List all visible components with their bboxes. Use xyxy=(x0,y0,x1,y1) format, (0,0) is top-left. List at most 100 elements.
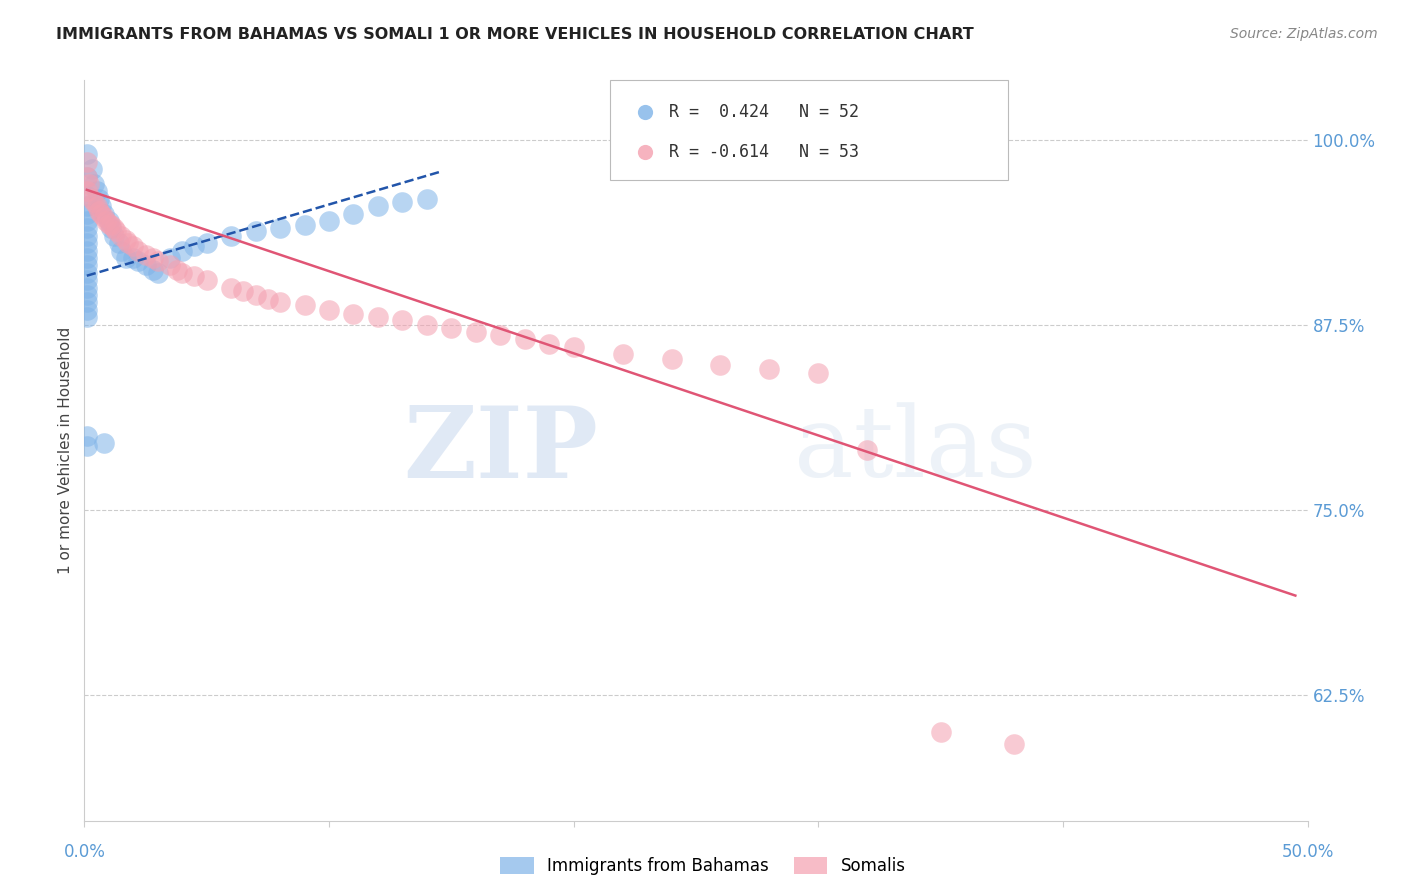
Point xyxy=(142,251,165,265)
Point xyxy=(87,192,110,206)
Point xyxy=(1194,196,1216,211)
Point xyxy=(97,214,120,228)
Point xyxy=(76,154,98,169)
Point xyxy=(76,221,98,235)
Point xyxy=(661,351,683,366)
Point xyxy=(76,169,98,184)
Point xyxy=(416,192,439,206)
Point xyxy=(807,367,830,381)
Point xyxy=(103,221,125,235)
Point xyxy=(97,217,120,231)
Point xyxy=(107,236,129,251)
Point xyxy=(146,266,169,280)
Point xyxy=(76,251,98,265)
Point xyxy=(122,239,145,253)
Point xyxy=(122,251,145,265)
Point xyxy=(77,177,100,191)
Point xyxy=(416,318,439,332)
Point xyxy=(318,302,340,317)
Point xyxy=(110,228,132,243)
Point xyxy=(294,298,316,312)
Y-axis label: 1 or more Vehicles in Household: 1 or more Vehicles in Household xyxy=(58,326,73,574)
Point xyxy=(367,199,389,213)
Point xyxy=(76,228,98,243)
Point xyxy=(80,192,103,206)
Text: R =  0.424   N = 52: R = 0.424 N = 52 xyxy=(669,103,859,121)
Point xyxy=(76,259,98,273)
Point xyxy=(489,328,512,343)
Point xyxy=(76,288,98,302)
Point xyxy=(86,185,108,199)
Point xyxy=(294,219,316,233)
Point xyxy=(219,280,242,294)
Point xyxy=(856,443,879,458)
Point xyxy=(93,436,115,450)
Text: R = -0.614   N = 53: R = -0.614 N = 53 xyxy=(669,143,859,161)
Point xyxy=(166,262,188,277)
Point xyxy=(105,224,128,238)
Point xyxy=(135,259,157,273)
Point xyxy=(76,169,98,184)
Text: ZIP: ZIP xyxy=(404,402,598,499)
Point xyxy=(269,295,291,310)
Point xyxy=(513,333,536,347)
Point xyxy=(76,199,98,213)
Point xyxy=(159,251,181,265)
Point xyxy=(929,724,952,739)
Point xyxy=(127,254,149,268)
Text: 0.0%: 0.0% xyxy=(63,843,105,861)
Point xyxy=(117,236,139,251)
Point xyxy=(612,347,634,361)
Point xyxy=(100,219,122,233)
Point xyxy=(115,233,138,247)
Point xyxy=(219,228,242,243)
Point xyxy=(1002,737,1025,751)
Point xyxy=(245,224,267,238)
Point xyxy=(127,244,149,258)
Point xyxy=(159,259,181,273)
Point xyxy=(83,177,105,191)
Point xyxy=(76,310,98,325)
Point xyxy=(232,284,254,298)
Point xyxy=(172,266,194,280)
Point xyxy=(342,307,364,321)
Point xyxy=(115,251,138,265)
Point xyxy=(562,340,585,354)
Point xyxy=(76,206,98,220)
Point xyxy=(318,214,340,228)
Point xyxy=(367,310,389,325)
Point xyxy=(758,362,780,376)
Point xyxy=(93,206,115,220)
Point xyxy=(440,320,463,334)
Point xyxy=(342,206,364,220)
Point xyxy=(76,236,98,251)
FancyBboxPatch shape xyxy=(610,80,1008,180)
Point xyxy=(135,248,157,262)
Point xyxy=(87,203,110,218)
Text: Source: ZipAtlas.com: Source: ZipAtlas.com xyxy=(1230,27,1378,41)
Point xyxy=(76,185,98,199)
Point xyxy=(76,147,98,161)
Point xyxy=(76,295,98,310)
Point xyxy=(391,313,413,327)
Point xyxy=(1194,276,1216,290)
Point xyxy=(76,280,98,294)
Point xyxy=(76,302,98,317)
Point xyxy=(76,188,98,202)
Point xyxy=(709,358,731,372)
Point xyxy=(76,428,98,442)
Point xyxy=(195,273,218,287)
Point xyxy=(110,244,132,258)
Point xyxy=(269,221,291,235)
Point xyxy=(183,268,205,283)
Point xyxy=(464,325,486,339)
Point xyxy=(146,254,169,268)
Point xyxy=(76,266,98,280)
Point xyxy=(391,194,413,209)
Point xyxy=(76,273,98,287)
Point xyxy=(90,199,112,213)
Point xyxy=(83,194,105,209)
Text: atlas: atlas xyxy=(794,402,1036,499)
Point xyxy=(103,228,125,243)
Point xyxy=(142,262,165,277)
